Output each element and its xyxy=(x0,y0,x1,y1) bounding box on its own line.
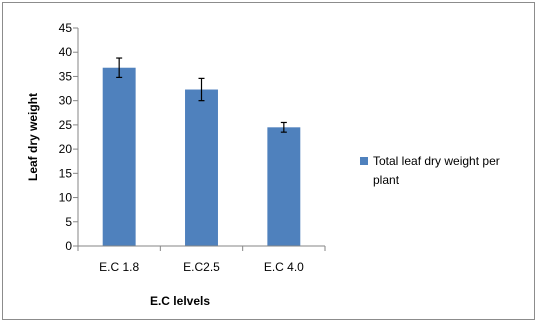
error-bar xyxy=(116,57,123,79)
y-tick-label: 25 xyxy=(59,118,73,132)
error-bar xyxy=(280,121,287,133)
x-tick-label: E.C 1.8 xyxy=(99,260,139,274)
y-axis-title: Leaf dry weight xyxy=(26,93,40,181)
legend-label-line1: Total leaf dry weight per xyxy=(373,154,500,168)
y-tick-label: 20 xyxy=(59,142,73,156)
x-tick-label: E.C 4.0 xyxy=(264,260,304,274)
legend-swatch xyxy=(360,157,368,165)
x-axis-title: E.C lelvels xyxy=(150,294,210,308)
y-tick-label: 40 xyxy=(59,45,73,59)
bar xyxy=(267,127,301,246)
y-tick-label: 10 xyxy=(59,191,73,205)
bar xyxy=(102,67,136,246)
y-tick-label: 0 xyxy=(65,239,72,253)
y-axis-ticks: 0 5 10 15 20 25 30 35 40 45 xyxy=(59,21,78,253)
bar xyxy=(185,89,218,246)
y-tick-label: 5 xyxy=(65,215,72,229)
bars xyxy=(102,67,301,246)
legend: Total leaf dry weight per plant xyxy=(360,154,500,187)
y-tick-label: 45 xyxy=(59,21,73,35)
y-tick-label: 30 xyxy=(59,94,73,108)
x-tick-label: E.C2.5 xyxy=(183,260,220,274)
y-tick-label: 15 xyxy=(59,166,73,180)
error-bars xyxy=(116,57,287,133)
x-axis-ticks: E.C 1.8 E.C2.5 E.C 4.0 xyxy=(77,246,326,274)
legend-label-line2: plant xyxy=(373,173,400,187)
error-bar xyxy=(198,77,205,102)
y-tick-label: 35 xyxy=(59,69,73,83)
